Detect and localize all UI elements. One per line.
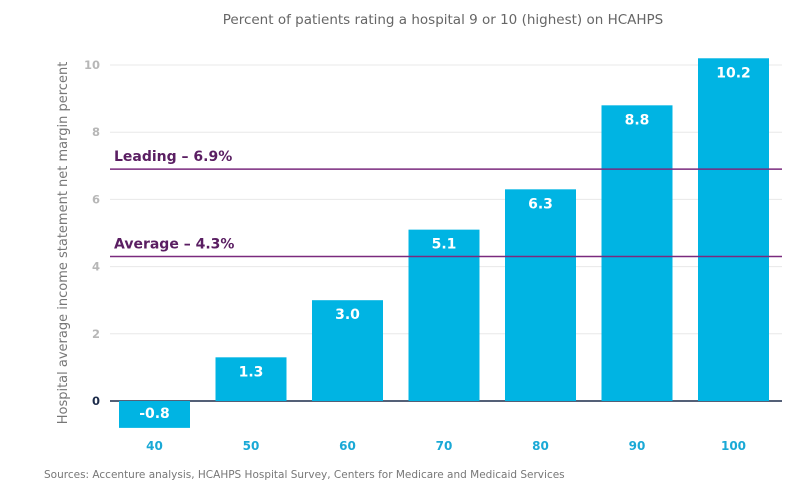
x-tick-label: 80 [532, 439, 549, 453]
data-label: 8.8 [625, 112, 650, 128]
chart-title: Percent of patients rating a hospital 9 … [223, 12, 664, 28]
reference-lines-layer: Leading – 6.9% Average – 4.3% [110, 149, 782, 258]
bar [505, 189, 576, 401]
reference-line-label: Average – 4.3% [114, 237, 234, 253]
x-tick-label: 40 [146, 439, 163, 453]
y-tick-label: 10 [84, 58, 100, 72]
x-tick-label: 100 [721, 439, 746, 453]
bar [312, 300, 383, 401]
bars-layer [119, 58, 769, 428]
y-tick-label: 6 [92, 192, 100, 206]
data-label: 10.2 [716, 65, 751, 81]
bar [601, 105, 673, 401]
bar [698, 58, 769, 401]
x-tick-label: 60 [339, 439, 356, 453]
y-axis-label: Hospital average income statement net ma… [56, 62, 71, 425]
y-tick-label: 4 [92, 260, 100, 274]
bar [119, 401, 190, 428]
source-note: Sources: Accenture analysis, HCAHPS Hosp… [44, 469, 565, 481]
y-tick-label: 0 [92, 394, 100, 408]
bar [408, 229, 480, 401]
y-tick-label: 8 [92, 125, 100, 139]
data-label: 5.1 [432, 237, 457, 253]
labels-layer: 0 2 4 6 8 10 -0.8 40 1.3 50 3.0 60 5.1 70 6.3 80 8.8 90 10… [84, 58, 751, 453]
data-label: -0.8 [139, 406, 170, 422]
y-tick-label: 2 [92, 327, 100, 341]
bar [215, 357, 287, 401]
data-label: 6.3 [528, 196, 553, 212]
x-tick-label: 70 [436, 439, 453, 453]
x-tick-label: 90 [629, 439, 646, 453]
data-label: 3.0 [335, 307, 360, 323]
x-tick-label: 50 [243, 439, 260, 453]
reference-line-label: Leading – 6.9% [114, 149, 232, 165]
data-label: 1.3 [239, 364, 264, 380]
